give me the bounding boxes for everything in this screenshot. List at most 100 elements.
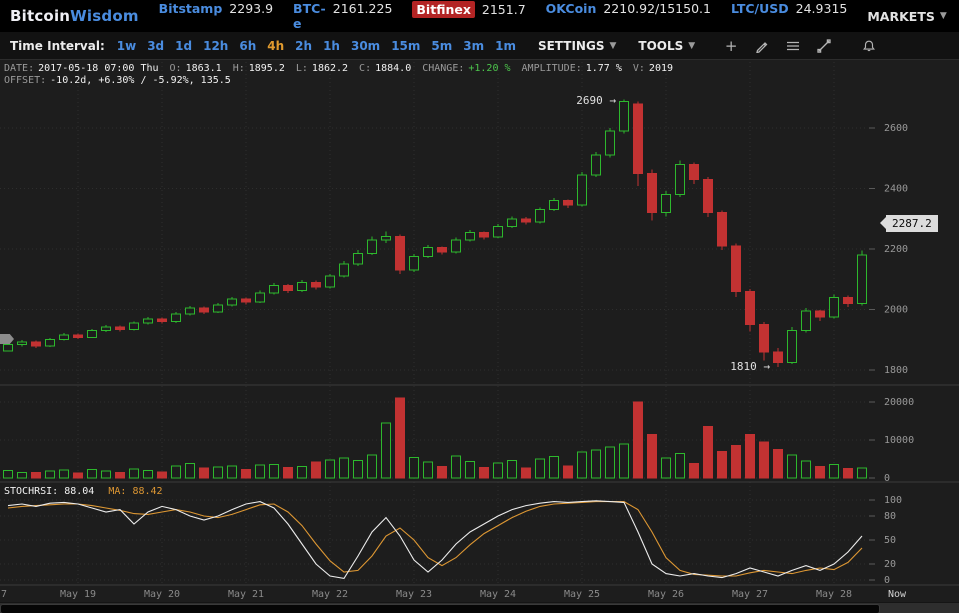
tools-dropdown[interactable]: TOOLS ▼ xyxy=(638,39,695,53)
interval-5m[interactable]: 5m xyxy=(431,38,453,53)
stochrsi-lines xyxy=(7,500,863,580)
svg-text:0: 0 xyxy=(884,575,890,586)
chevron-down-icon: ▼ xyxy=(609,40,617,51)
svg-text:May 21: May 21 xyxy=(228,589,264,600)
time-interval-label: Time Interval: xyxy=(10,38,105,53)
stochrsi-ma-name: MA: xyxy=(108,486,127,497)
ticker-name[interactable]: LTC/USD xyxy=(730,1,789,16)
info-label: DATE: xyxy=(4,63,35,74)
menu-label: MARKETS xyxy=(867,8,935,24)
ticker-name[interactable]: BTC-e xyxy=(293,1,326,31)
stochrsi-label: STOCHRSI: 88.04 MA: 88.42 xyxy=(4,486,163,497)
chart-canvas[interactable]: 1800 2000 2200 2400 2600 0 10000 20000 0 20 50 80 10… xyxy=(0,60,959,613)
ticker-name[interactable]: Bitstamp xyxy=(158,1,223,16)
info-value: 1862.2 xyxy=(311,63,349,74)
stochrsi-name: STOCHRSI: xyxy=(4,486,59,497)
interval-4h[interactable]: 4h xyxy=(267,38,285,53)
chevron-down-icon: ▼ xyxy=(688,40,696,51)
time-scrollbar[interactable] xyxy=(0,602,959,613)
ticker-price: 2161.225 xyxy=(332,1,393,16)
settings-label: SETTINGS xyxy=(537,38,605,53)
annotations: 2690 → 1810 → xyxy=(576,94,770,373)
info-value: 1895.2 xyxy=(248,63,285,74)
menu-list: MARKETS▼MINING▼ xyxy=(867,9,959,24)
interval-15m[interactable]: 15m xyxy=(391,38,421,53)
svg-text:May 26: May 26 xyxy=(648,589,684,600)
svg-text:May 23: May 23 xyxy=(396,589,432,600)
top-bar: BitcoinWisdom Bitstamp 2293.9 BTC-e 2161.22… xyxy=(0,0,959,32)
interval-1m[interactable]: 1m xyxy=(495,38,516,53)
logo-part1: Bitcoin xyxy=(10,7,71,25)
stochrsi-ma-value: 88.42 xyxy=(132,486,163,497)
info-label: H: xyxy=(232,63,245,74)
interval-1d[interactable]: 1d xyxy=(175,38,193,53)
svg-text:May 28: May 28 xyxy=(816,589,852,600)
topbar-right: MARKETS▼MINING▼ Login xyxy=(867,9,959,24)
svg-text:20: 20 xyxy=(884,559,896,570)
interval-3m[interactable]: 3m xyxy=(463,38,485,53)
svg-text:100: 100 xyxy=(884,495,902,506)
info-label: V: xyxy=(632,63,645,74)
interval-3d[interactable]: 3d xyxy=(147,38,165,53)
svg-text:50: 50 xyxy=(884,535,896,546)
chevron-down-icon: ▼ xyxy=(939,11,947,21)
ticker-name[interactable]: Bitfinex xyxy=(412,1,475,18)
info-label: O: xyxy=(169,63,182,74)
ticker-name[interactable]: OKCoin xyxy=(545,1,597,16)
plus-glyph: + xyxy=(724,36,738,55)
info-label: C: xyxy=(359,63,372,74)
bell-icon[interactable] xyxy=(861,38,877,54)
logo-part2: Wisdom xyxy=(70,7,139,25)
logo[interactable]: BitcoinWisdom xyxy=(10,7,139,25)
info-label: CHANGE: xyxy=(422,63,465,74)
svg-text:2600: 2600 xyxy=(884,123,908,134)
ticker-Bitstamp: Bitstamp 2293.9 xyxy=(159,1,273,31)
ohlc-info-line2: OFFSET: -10.2d, +6.30% / -5.92%, 135.5 xyxy=(4,75,684,87)
menu-markets[interactable]: MARKETS ▼ xyxy=(867,9,946,24)
info-value: 1.77 % xyxy=(585,63,622,74)
interval-1w[interactable]: 1w xyxy=(116,38,137,53)
tools-label: TOOLS xyxy=(638,38,684,53)
info-value: 1884.0 xyxy=(375,63,412,74)
svg-text:20000: 20000 xyxy=(884,397,914,408)
pencil-icon[interactable] xyxy=(754,38,770,54)
svg-text:80: 80 xyxy=(884,511,896,522)
ohlc-info-line1: DATE: 2017-05-18 07:00 Thu O: 1863.1 H: 1895.… xyxy=(4,63,684,75)
trendline-icon[interactable] xyxy=(816,38,832,54)
settings-dropdown[interactable]: SETTINGS ▼ xyxy=(538,39,616,53)
ticker-OKCoin: OKCoin 2210.92/15150.1 xyxy=(546,1,711,31)
svg-text:May 20: May 20 xyxy=(144,589,180,600)
ohlc-info: DATE: 2017-05-18 07:00 Thu O: 1863.1 H: 1895.… xyxy=(4,63,684,87)
interval-6h[interactable]: 6h xyxy=(239,38,257,53)
svg-text:May 19: May 19 xyxy=(60,589,96,600)
svg-text:Now: Now xyxy=(888,589,907,600)
ticker-Bitfinex: Bitfinex 2151.7 xyxy=(412,1,526,31)
info-value: +1.20 % xyxy=(468,63,511,74)
interval-30m[interactable]: 30m xyxy=(350,38,381,53)
info-label: OFFSET: xyxy=(4,75,47,86)
scrollbar-thumb[interactable] xyxy=(0,604,880,613)
info-label: L: xyxy=(295,63,308,74)
svg-text:2690 →: 2690 → xyxy=(576,94,616,107)
info-value: -10.2d, +6.30% / -5.92%, 135.5 xyxy=(50,75,231,86)
indicators-icon[interactable] xyxy=(785,38,801,54)
svg-text:7: 7 xyxy=(1,589,7,600)
zoom-in-icon[interactable]: + xyxy=(723,38,739,54)
stochrsi-value: 88.04 xyxy=(64,486,95,497)
interval-12h[interactable]: 12h xyxy=(203,38,229,53)
ticker-price: 2293.9 xyxy=(229,1,274,16)
svg-text:May 22: May 22 xyxy=(312,589,348,600)
info-value: 2019 xyxy=(648,63,674,74)
interval-1h[interactable]: 1h xyxy=(323,38,340,53)
svg-text:May 25: May 25 xyxy=(564,589,600,600)
svg-text:10000: 10000 xyxy=(884,435,914,446)
interval-list: 1w 3d 1d 12h 6h 4h 2h 1h 30m 15m 5m 3m 1m xyxy=(117,39,516,53)
ticker-BTC-e: BTC-e 2161.225 xyxy=(293,1,392,31)
svg-text:1800: 1800 xyxy=(884,365,908,376)
info-value: 1863.1 xyxy=(185,63,222,74)
svg-text:May 27: May 27 xyxy=(732,589,768,600)
toolbar-icons: + xyxy=(723,38,877,54)
ticker-price: 2210.92/15150.1 xyxy=(603,1,711,16)
interval-2h[interactable]: 2h xyxy=(295,38,313,53)
left-price-marker xyxy=(0,334,14,344)
